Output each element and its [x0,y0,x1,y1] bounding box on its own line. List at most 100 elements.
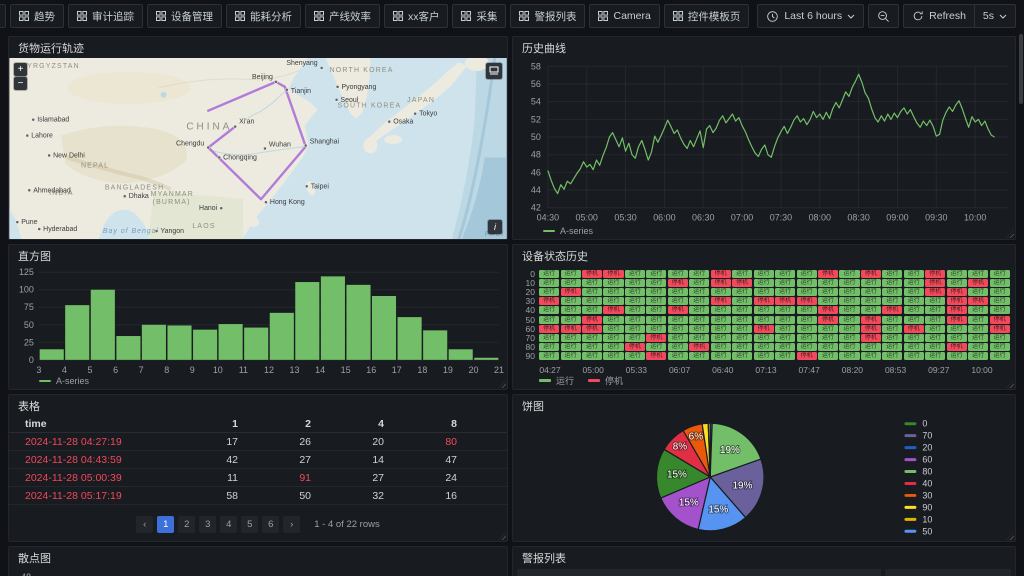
refresh-interval-dropdown[interactable]: 5s [974,4,1016,28]
nav-button-label: 采集 [476,10,498,23]
status-cell: 运行 [581,279,603,288]
zoom-out-time-button[interactable] [868,4,900,28]
refresh-button[interactable]: Refresh [903,4,975,28]
pagination-page-button[interactable]: 4 [220,516,238,533]
status-cell: 运行 [689,288,710,297]
page-scrollbar[interactable] [1019,34,1023,104]
refresh-icon [913,11,923,21]
status-cell: 运行 [989,288,1010,297]
map-city-label: Xi'an [239,119,254,126]
pie-slice-10[interactable] [707,422,711,478]
panel-header[interactable]: 设备状态历史 [513,245,1015,266]
svg-text:3: 3 [36,365,41,375]
status-cell: 运行 [882,279,903,288]
status-cell: 停机 [581,270,603,278]
status-cell: 运行 [667,297,688,306]
map-info-button[interactable]: i [488,220,502,234]
status-cell: 运行 [946,279,967,288]
map-city-label: Wuhan [269,142,291,149]
pagination-page-button[interactable]: 5 [241,516,259,533]
map-layers-button[interactable] [486,63,502,79]
pie-legend-label[interactable]: 30 [922,490,932,500]
legend-item-stopped[interactable]: 停机 [588,374,623,387]
resize-handle[interactable] [498,380,506,388]
pie-slice-80[interactable] [709,422,762,478]
map-zoom-in-button[interactable]: + [14,63,27,76]
status-cell: 运行 [539,279,560,288]
table-header-cell[interactable]: 8 [451,418,457,430]
panel-header[interactable]: 表格 [9,395,507,416]
topbar-nav: 警报 趋势 审计追踪 设备管理 能耗分析 产线效率 xx客户 采集 警报列表 Camera 控件模板… [0,4,750,28]
panel-header[interactable]: 历史曲线 [513,37,1015,58]
panel-header[interactable]: 直方图 [9,245,507,266]
resize-handle[interactable] [1006,380,1014,388]
legend-item-a-series[interactable]: A-series [543,226,593,236]
pie-slice-0[interactable] [655,448,712,499]
pie-legend-label[interactable]: 90 [922,502,932,512]
pie-legend-label[interactable]: 20 [922,443,932,453]
panel-header[interactable]: 警报列表 [513,547,1015,568]
pagination-page-button[interactable]: 6 [262,516,280,533]
pie-slice-label: 8% [673,441,688,452]
resize-handle[interactable] [498,532,506,540]
resize-handle[interactable] [1006,532,1014,540]
table-cell: 17 [226,436,238,448]
pie-legend-label[interactable]: 50 [922,526,932,536]
pagination-prev-button[interactable]: ‹ [136,516,154,533]
legend-item-running[interactable]: 运行 [539,374,574,387]
map-city-dot [319,66,324,70]
panel-header[interactable]: 饼图 [513,395,1015,416]
status-cell: 运行 [689,333,710,342]
nav-button[interactable]: 警报列表 [510,4,586,28]
table-header-cell[interactable]: 4 [378,418,384,430]
status-cell: 运行 [968,306,989,315]
nav-button[interactable]: 能耗分析 [225,4,301,28]
status-cell: 运行 [689,270,710,278]
pagination-page-button[interactable]: 1 [157,516,175,533]
status-cell: 运行 [989,342,1010,351]
nav-button[interactable]: Camera [589,4,660,28]
nav-button[interactable]: 警报 [0,4,6,28]
time-range-picker[interactable]: Last 6 hours [757,4,865,28]
panel-header[interactable]: 散点图 [9,547,507,568]
pagination-next-button[interactable]: › [283,516,301,533]
pie-slice-60[interactable] [659,475,712,531]
table-header-cell[interactable]: 16 [457,416,507,432]
nav-button[interactable]: 设备管理 [146,4,222,28]
map-canvas[interactable]: KYRGYZSTAN CHINA NEPAL INDIA BANGLADESH MYANM… [9,58,507,239]
legend-item-a-series[interactable]: A-series [39,376,89,386]
table-header-cell[interactable]: time [25,418,47,430]
pie-slice-70[interactable] [709,458,765,519]
pie-legend-label[interactable]: 0 [922,419,927,429]
pie-legend-label[interactable]: 70 [922,431,932,441]
nav-button[interactable]: 控件模板页 [663,4,750,28]
resize-handle[interactable] [498,230,506,238]
map-zoom-out-button[interactable]: − [14,77,27,90]
resize-handle[interactable] [1006,230,1014,238]
map-city-dot [304,184,309,189]
status-cell: 运行 [646,270,667,278]
table-header-cell[interactable]: 1 [232,418,238,430]
status-cell: 运行 [732,333,753,342]
status-cell: 停机 [775,297,796,306]
pagination-page-button[interactable]: 3 [199,516,217,533]
nav-button[interactable]: xx客户 [383,4,449,28]
pie-legend-label[interactable]: 60 [922,455,932,465]
table-header-cell[interactable]: 2 [305,418,311,430]
nav-button[interactable]: 审计追踪 [67,4,143,28]
nav-button[interactable]: 趋势 [9,4,64,28]
pie-legend-label[interactable]: 80 [922,467,932,477]
pie-legend-label[interactable]: 40 [922,478,932,488]
status-cell: 停机 [581,315,603,324]
status-cell: 运行 [732,270,753,278]
nav-button[interactable]: 产线效率 [304,4,380,28]
status-cell: 运行 [539,333,560,342]
status-cell: 运行 [732,315,753,324]
pagination-page-button[interactable]: 2 [178,516,196,533]
panel-header[interactable]: 货物运行轨迹 [9,37,507,58]
grid-icon [598,11,609,21]
status-cell: 运行 [646,342,667,351]
nav-button[interactable]: 采集 [452,4,507,28]
pie-slice-50[interactable] [697,475,747,532]
pie-legend-label[interactable]: 10 [922,514,932,524]
